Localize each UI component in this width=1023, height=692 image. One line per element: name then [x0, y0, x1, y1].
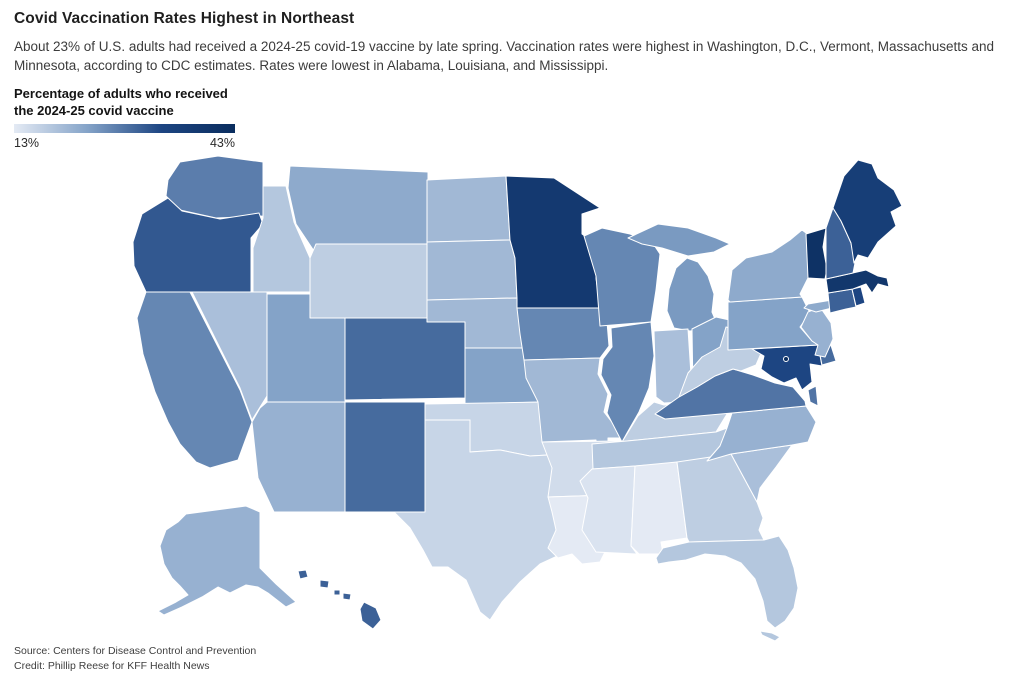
us-choropleth-map: [130, 150, 910, 645]
state-south-dakota[interactable]: [426, 239, 518, 301]
credit-note: Credit: Phillip Reese for KFF Health New…: [14, 660, 210, 672]
legend-min-label: 13%: [14, 136, 40, 150]
chart-footer: Source: Centers for Disease Control and …: [14, 644, 256, 674]
legend-title-line2: the 2024-25 covid vaccine: [14, 103, 174, 118]
state-arizona[interactable]: [251, 401, 346, 513]
state-iowa[interactable]: [516, 307, 610, 361]
state-washington[interactable]: [165, 155, 264, 219]
legend-title-line1: Percentage of adults who received: [14, 86, 228, 101]
state-wyoming[interactable]: [309, 243, 429, 319]
state-district-of-columbia[interactable]: [783, 356, 789, 362]
state-hawaii[interactable]: [297, 569, 382, 630]
state-new-mexico[interactable]: [344, 401, 426, 513]
source-note: Source: Centers for Disease Control and …: [14, 645, 257, 657]
state-alaska[interactable]: [157, 505, 297, 616]
state-north-dakota[interactable]: [426, 175, 511, 243]
state-wisconsin[interactable]: [583, 227, 661, 327]
legend-gradient-bar: [14, 124, 235, 133]
state-california[interactable]: [136, 291, 253, 469]
state-colorado[interactable]: [344, 315, 466, 401]
state-vermont[interactable]: [805, 227, 828, 280]
chart-subtitle: About 23% of U.S. adults had received a …: [14, 39, 995, 73]
legend-max-label: 43%: [209, 136, 235, 150]
color-legend: Percentage of adults who received the 20…: [14, 85, 235, 150]
state-rhode-island[interactable]: [851, 286, 866, 307]
state-maine[interactable]: [832, 159, 903, 264]
chart-header: Covid Vaccination Rates Highest in North…: [14, 10, 1011, 75]
state-missouri[interactable]: [523, 357, 623, 449]
page-title: Covid Vaccination Rates Highest in North…: [14, 10, 355, 27]
legend-labels: 13% 43%: [14, 136, 235, 150]
state-mississippi[interactable]: [579, 465, 638, 555]
state-florida[interactable]: [655, 535, 799, 642]
state-north-carolina[interactable]: [706, 405, 817, 462]
state-new-jersey[interactable]: [800, 306, 834, 358]
state-oregon[interactable]: [132, 197, 264, 293]
state-texas[interactable]: [393, 419, 589, 621]
